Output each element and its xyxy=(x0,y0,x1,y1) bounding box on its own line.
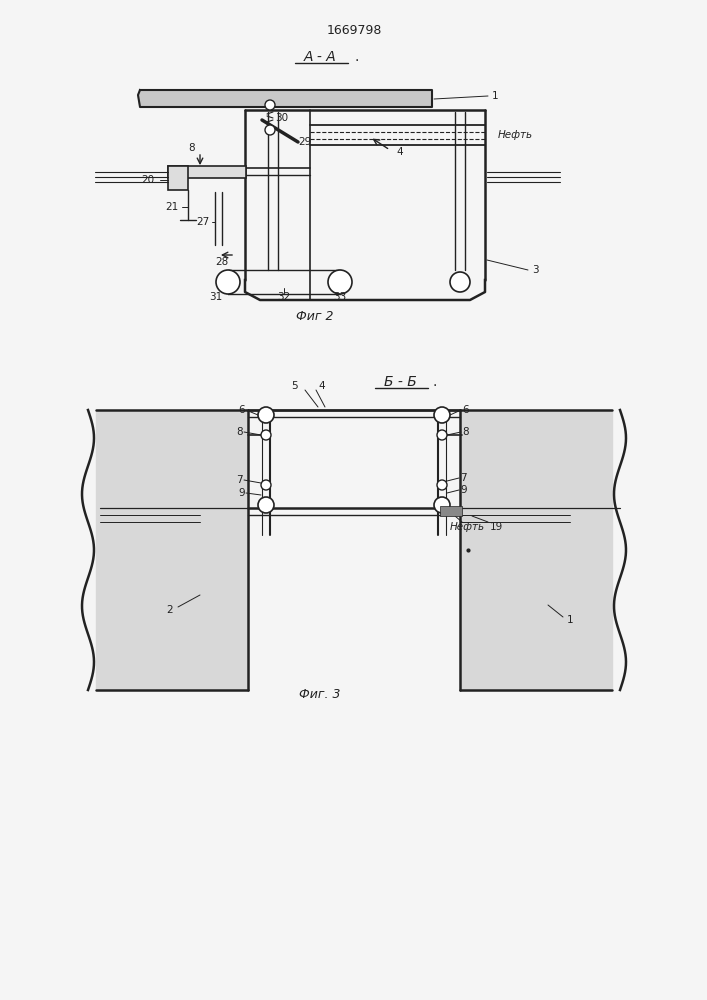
Polygon shape xyxy=(460,410,612,690)
Polygon shape xyxy=(96,410,248,690)
Text: 19: 19 xyxy=(490,522,503,532)
Text: 7: 7 xyxy=(236,475,243,485)
Text: 8: 8 xyxy=(236,427,243,437)
Polygon shape xyxy=(138,90,432,107)
Text: 9: 9 xyxy=(238,488,245,498)
Text: 1: 1 xyxy=(567,615,573,625)
Text: 6: 6 xyxy=(462,405,469,415)
Circle shape xyxy=(328,270,352,294)
Bar xyxy=(168,166,188,190)
Circle shape xyxy=(265,100,275,110)
Circle shape xyxy=(437,480,447,490)
Text: .: . xyxy=(355,50,359,64)
Text: 2: 2 xyxy=(167,605,173,615)
Circle shape xyxy=(258,497,274,513)
Text: 8: 8 xyxy=(189,143,195,153)
Text: 1669798: 1669798 xyxy=(327,23,382,36)
Text: 21: 21 xyxy=(165,202,179,212)
Circle shape xyxy=(437,430,447,440)
Text: Фиг 2: Фиг 2 xyxy=(296,310,334,324)
Text: Фиг. 3: Фиг. 3 xyxy=(299,688,341,702)
Circle shape xyxy=(434,497,450,513)
Text: 27: 27 xyxy=(197,217,209,227)
Text: 3: 3 xyxy=(532,265,538,275)
Text: 33: 33 xyxy=(334,292,346,302)
Circle shape xyxy=(265,125,275,135)
Text: 32: 32 xyxy=(277,292,291,302)
Text: Нефть: Нефть xyxy=(498,130,533,140)
Text: 30: 30 xyxy=(276,113,288,123)
Text: А - А: А - А xyxy=(303,50,337,64)
Text: 7: 7 xyxy=(460,473,467,483)
Bar xyxy=(168,166,246,178)
Circle shape xyxy=(261,430,271,440)
Text: .: . xyxy=(433,375,437,389)
Text: 31: 31 xyxy=(209,292,223,302)
Circle shape xyxy=(216,270,240,294)
Circle shape xyxy=(434,407,450,423)
Text: 1: 1 xyxy=(491,91,498,101)
Circle shape xyxy=(261,480,271,490)
Text: 6: 6 xyxy=(238,405,245,415)
Text: Нефть: Нефть xyxy=(450,522,485,532)
Bar xyxy=(440,506,462,516)
Text: 29: 29 xyxy=(298,137,312,147)
Text: 28: 28 xyxy=(216,257,228,267)
Text: 20: 20 xyxy=(141,175,155,185)
Text: 9: 9 xyxy=(460,485,467,495)
Text: 8: 8 xyxy=(462,427,469,437)
Circle shape xyxy=(450,272,470,292)
Text: 4: 4 xyxy=(319,381,325,391)
Circle shape xyxy=(258,407,274,423)
Text: Б - Б: Б - Б xyxy=(384,375,416,389)
Text: 4: 4 xyxy=(397,147,403,157)
Text: 5: 5 xyxy=(292,381,298,391)
